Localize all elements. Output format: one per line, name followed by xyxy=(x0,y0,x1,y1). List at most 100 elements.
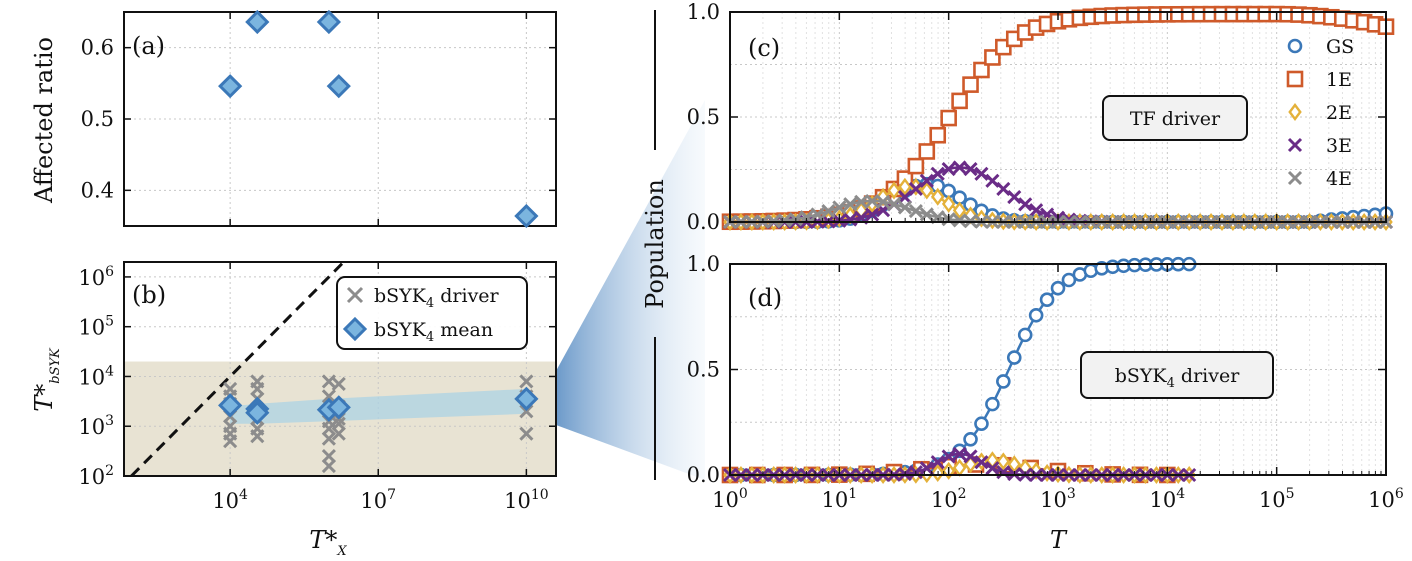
legend-mean-diamond xyxy=(342,316,368,342)
series-marker-gs xyxy=(1006,350,1022,365)
y-tick-label: 0.0 xyxy=(687,463,720,487)
series-marker-e4 xyxy=(821,204,836,219)
series-marker-e4 xyxy=(919,207,934,222)
series-marker-gs xyxy=(996,374,1011,389)
legend-label-e1: 1E xyxy=(1326,69,1352,91)
series-marker-e3 xyxy=(843,212,858,227)
y-tick-label: 0.5 xyxy=(687,358,720,382)
panel-d-annotation: bSYK4 driver xyxy=(1080,351,1274,399)
panel-c-label: (c) xyxy=(748,34,780,62)
x-tick-label: 104 xyxy=(1150,486,1186,512)
series-marker-e4 xyxy=(810,207,825,222)
series-marker-e1 xyxy=(962,76,979,93)
driver-point xyxy=(331,426,346,441)
panel-b-diagonal-line xyxy=(130,260,345,478)
series-marker-e3 xyxy=(963,162,978,177)
series-marker-e4 xyxy=(876,194,891,209)
y-tick-label: 0.4 xyxy=(81,178,114,202)
series-marker-e3 xyxy=(897,189,912,205)
series-marker-e4 xyxy=(897,200,912,215)
driver-point xyxy=(519,374,534,389)
series-marker-e3 xyxy=(1029,203,1044,218)
zoom-wedge xyxy=(556,100,705,480)
panel-d-xlabel: T xyxy=(1050,526,1068,554)
panel-c-annotation: TF driver xyxy=(1102,95,1248,141)
series-marker-e1 xyxy=(907,157,925,175)
driver-point xyxy=(519,404,534,419)
x-tick-label: 107 xyxy=(360,487,396,513)
x-tick-label: 101 xyxy=(822,486,858,512)
panel-b: 102 103 104 105 106 104 107 1010 (b) bSYK4 driv… xyxy=(30,260,557,559)
series-marker-e2 xyxy=(941,194,956,213)
series-marker-gs xyxy=(1050,280,1066,296)
series-marker-e1 xyxy=(918,143,936,160)
ratio-point xyxy=(245,9,270,35)
mean-point xyxy=(245,400,270,425)
series-marker-e3 xyxy=(908,181,923,196)
y-tick-label: 104 xyxy=(78,363,114,389)
x-tick-label: 103 xyxy=(1040,486,1076,512)
series-marker-e3 xyxy=(930,455,945,470)
series-marker-e3 xyxy=(941,162,956,177)
series-marker-e3 xyxy=(985,461,1000,476)
series-marker-e3 xyxy=(919,173,934,188)
series-marker-e4 xyxy=(832,200,847,215)
legend-label-e4: 4E xyxy=(1326,168,1352,190)
panel-d: 0.0 0.5 1.0 100 101 102 103 104 105 106 (d) bSYK4… xyxy=(687,252,1404,554)
ratio-point xyxy=(218,74,243,99)
series-marker-e3 xyxy=(865,207,880,222)
legend-label-e2: 2E xyxy=(1326,102,1352,124)
legend-mean-marker xyxy=(342,316,368,342)
legend-label-e3: 3E xyxy=(1326,135,1352,157)
mean-point xyxy=(218,393,243,418)
series-marker-e4 xyxy=(886,197,902,212)
series-marker-e3 xyxy=(941,449,956,464)
panel-b-frame xyxy=(123,261,557,477)
legend-marker-e1 xyxy=(1286,70,1304,88)
series-marker-e3 xyxy=(996,465,1011,480)
y-tick-label: 105 xyxy=(78,314,114,340)
legend-driver-marker xyxy=(346,286,364,304)
panel-b-ylabel: T*bSYK xyxy=(30,347,63,412)
driver-point xyxy=(321,458,336,474)
driver-point xyxy=(223,434,238,449)
x-tick-label: 104 xyxy=(212,487,248,513)
series-marker-e1 xyxy=(951,92,968,110)
x-tick-label: 105 xyxy=(1259,486,1295,512)
x-tick-label: 106 xyxy=(1368,486,1404,512)
population-ylabel-group: Population xyxy=(641,10,669,480)
series-marker-e3 xyxy=(1018,197,1033,212)
x-tick-label: 1010 xyxy=(504,487,549,513)
driver-point xyxy=(250,429,265,444)
legend-mean-label: bSYK4 mean xyxy=(374,319,493,345)
y-tick-label: 106 xyxy=(78,264,114,290)
series-marker-e1 xyxy=(940,109,957,127)
series-marker-gs xyxy=(1017,327,1033,343)
series-marker-e3 xyxy=(952,160,967,175)
series-marker-e3 xyxy=(930,166,945,181)
y-tick-label: 0.6 xyxy=(81,36,114,60)
series-marker-e1 xyxy=(929,126,947,144)
panel-b-label: (b) xyxy=(132,281,166,309)
panel-d-annotation-text: bSYK4 driver xyxy=(1115,365,1241,391)
panel-c-annotation-text: TF driver xyxy=(1130,108,1221,130)
series-marker-e4 xyxy=(843,197,858,212)
panel-a-ylabel: Affected ratio xyxy=(30,37,58,204)
series-marker-e4 xyxy=(777,213,792,228)
driver-point xyxy=(321,431,336,446)
series-marker-e3 xyxy=(963,449,978,464)
y-tick-label: 1.0 xyxy=(687,0,720,24)
series-marker-e2 xyxy=(898,177,912,196)
series-marker-e2 xyxy=(930,187,945,206)
legend-marker-e4 xyxy=(1287,170,1303,186)
panel-a: 0.4 0.5 0.6 (a) Affected ratio xyxy=(30,9,557,229)
series-marker-gs xyxy=(1039,292,1055,308)
series-marker-e3 xyxy=(974,166,989,181)
y-tick-label: 0.5 xyxy=(81,107,114,131)
panel-c-legend: GS 1E 2E 3E 4E xyxy=(1286,36,1354,190)
legend-marker-e2 xyxy=(1288,103,1302,121)
driver-point xyxy=(519,426,534,441)
y-tick-label: 102 xyxy=(78,463,114,489)
series-marker-e2 xyxy=(920,181,934,200)
mean-point xyxy=(514,386,539,411)
